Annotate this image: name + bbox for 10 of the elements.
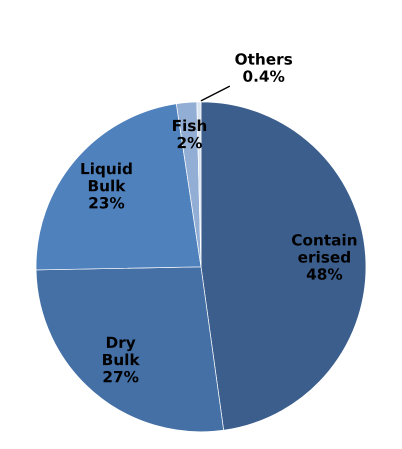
data-label: 0.4% [243,70,284,82]
slice-label: Others [235,52,292,65]
data-label: 2% [178,136,202,148]
data-label: 48% [306,268,342,280]
slice-label: Liquid Bulk [81,162,132,192]
slice-label: Contain erised [292,234,356,263]
data-label: 27% [104,370,138,382]
slice-label: Fish [173,119,206,132]
slice-label: Dry Bulk [103,336,140,366]
data-label: 23% [89,197,124,209]
